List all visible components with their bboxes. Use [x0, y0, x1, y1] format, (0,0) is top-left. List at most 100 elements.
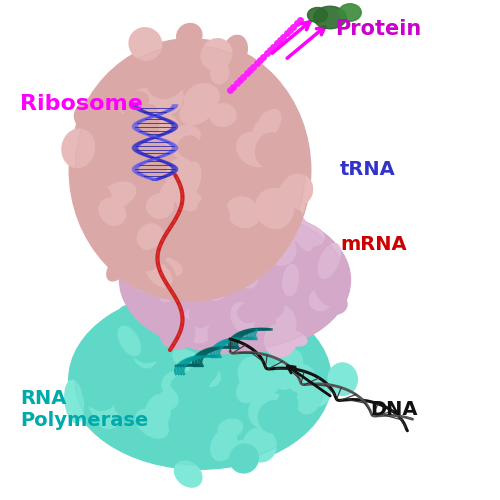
Ellipse shape: [244, 341, 268, 366]
Ellipse shape: [180, 162, 201, 199]
Ellipse shape: [104, 218, 131, 235]
Ellipse shape: [155, 252, 182, 292]
Ellipse shape: [138, 269, 158, 290]
Ellipse shape: [256, 133, 284, 167]
Ellipse shape: [283, 264, 298, 296]
Ellipse shape: [194, 269, 229, 300]
Ellipse shape: [106, 80, 138, 109]
Ellipse shape: [80, 135, 108, 164]
Ellipse shape: [88, 334, 110, 355]
Ellipse shape: [278, 128, 296, 151]
Ellipse shape: [148, 72, 183, 114]
Ellipse shape: [142, 240, 171, 264]
Ellipse shape: [132, 270, 154, 291]
Ellipse shape: [141, 222, 177, 255]
Ellipse shape: [123, 104, 145, 144]
Ellipse shape: [261, 220, 296, 250]
Ellipse shape: [65, 380, 84, 422]
Ellipse shape: [226, 154, 249, 190]
Ellipse shape: [212, 352, 238, 376]
Ellipse shape: [210, 104, 236, 126]
Ellipse shape: [150, 258, 177, 294]
Ellipse shape: [123, 334, 154, 358]
Ellipse shape: [126, 88, 164, 122]
Ellipse shape: [266, 234, 296, 266]
Ellipse shape: [129, 28, 162, 60]
Ellipse shape: [238, 357, 273, 395]
Ellipse shape: [174, 461, 202, 487]
Ellipse shape: [160, 114, 180, 148]
Ellipse shape: [202, 213, 224, 238]
Ellipse shape: [166, 210, 196, 240]
Ellipse shape: [278, 180, 304, 222]
Ellipse shape: [145, 395, 170, 432]
Ellipse shape: [184, 84, 219, 114]
Ellipse shape: [262, 372, 298, 396]
Ellipse shape: [237, 274, 260, 306]
Ellipse shape: [236, 262, 258, 288]
Ellipse shape: [144, 308, 175, 332]
Ellipse shape: [194, 302, 226, 328]
Ellipse shape: [226, 348, 258, 382]
Ellipse shape: [97, 132, 132, 166]
Ellipse shape: [98, 410, 120, 428]
Ellipse shape: [219, 216, 239, 234]
Ellipse shape: [210, 429, 236, 460]
Ellipse shape: [235, 311, 274, 330]
Ellipse shape: [314, 6, 346, 28]
Ellipse shape: [230, 290, 255, 317]
Ellipse shape: [290, 213, 313, 251]
Ellipse shape: [282, 174, 312, 206]
Ellipse shape: [100, 159, 125, 178]
Ellipse shape: [136, 262, 164, 289]
Ellipse shape: [318, 244, 340, 278]
Ellipse shape: [296, 387, 320, 414]
Ellipse shape: [116, 92, 154, 116]
Ellipse shape: [230, 444, 258, 473]
Ellipse shape: [173, 126, 200, 145]
Ellipse shape: [140, 247, 167, 270]
Ellipse shape: [170, 230, 198, 256]
Ellipse shape: [302, 380, 330, 406]
Ellipse shape: [62, 129, 95, 168]
Ellipse shape: [202, 396, 238, 420]
Ellipse shape: [176, 192, 202, 211]
Ellipse shape: [146, 194, 174, 218]
Text: Protein: Protein: [335, 19, 421, 39]
Ellipse shape: [211, 62, 229, 84]
Ellipse shape: [236, 132, 275, 166]
Ellipse shape: [275, 329, 307, 346]
Ellipse shape: [188, 360, 218, 386]
Ellipse shape: [236, 376, 262, 402]
Ellipse shape: [117, 92, 148, 112]
Ellipse shape: [244, 428, 276, 462]
Ellipse shape: [223, 88, 262, 126]
Ellipse shape: [132, 330, 166, 362]
Ellipse shape: [136, 410, 168, 438]
Ellipse shape: [251, 289, 284, 320]
Ellipse shape: [95, 188, 112, 224]
Ellipse shape: [118, 326, 141, 356]
Text: DNA: DNA: [370, 400, 418, 419]
Ellipse shape: [242, 320, 276, 348]
Ellipse shape: [258, 400, 290, 433]
Ellipse shape: [147, 60, 184, 98]
Ellipse shape: [230, 440, 253, 466]
Ellipse shape: [108, 360, 138, 384]
Ellipse shape: [166, 158, 198, 194]
Ellipse shape: [176, 24, 202, 48]
Ellipse shape: [201, 38, 232, 70]
Ellipse shape: [252, 110, 280, 144]
Ellipse shape: [246, 378, 279, 395]
Ellipse shape: [107, 252, 132, 281]
Ellipse shape: [282, 296, 311, 328]
Ellipse shape: [100, 364, 121, 402]
Ellipse shape: [208, 230, 246, 266]
Text: RNA
Polymerase: RNA Polymerase: [20, 390, 148, 430]
Ellipse shape: [98, 182, 136, 210]
Ellipse shape: [227, 197, 260, 228]
Ellipse shape: [288, 364, 316, 394]
Ellipse shape: [74, 102, 102, 130]
Ellipse shape: [308, 8, 328, 22]
Ellipse shape: [186, 319, 205, 351]
